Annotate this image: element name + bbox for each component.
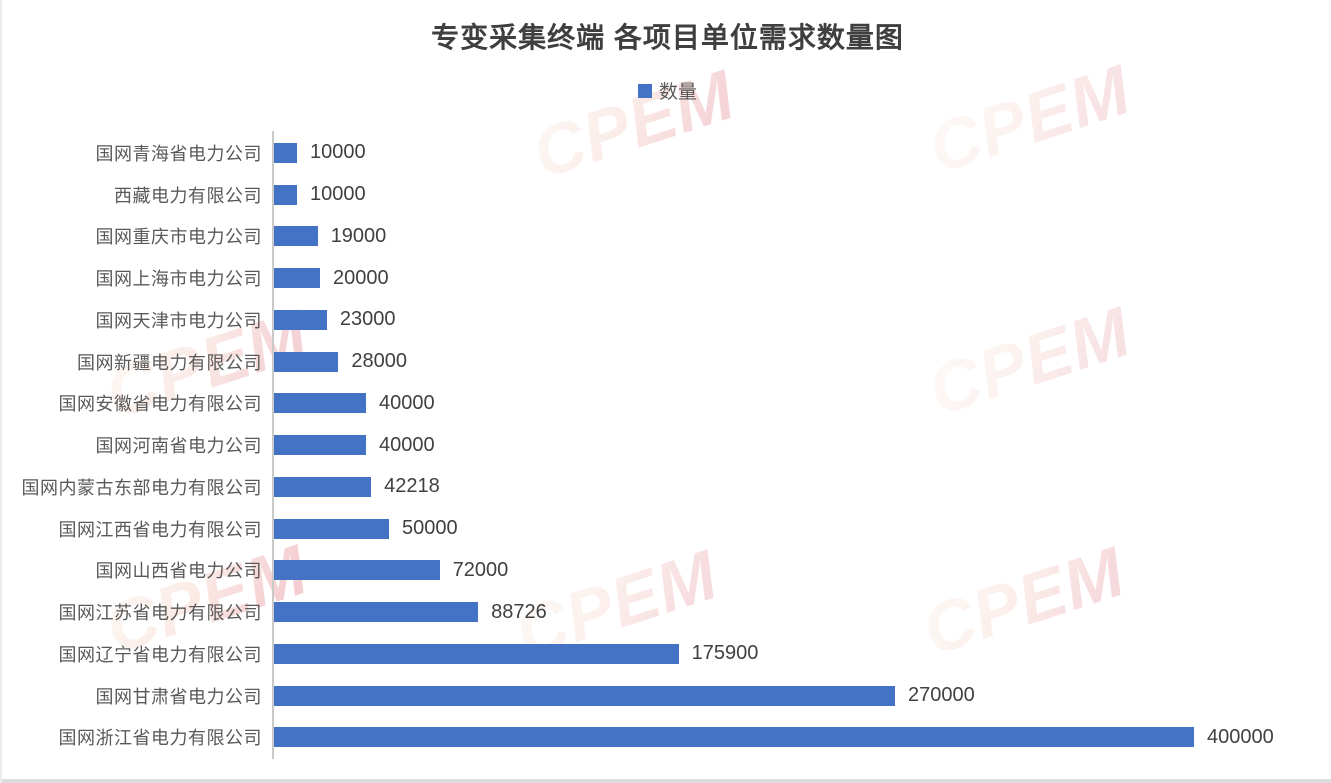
bar [274, 226, 318, 247]
category-label: 国网上海市电力公司 [95, 269, 262, 290]
bar [274, 560, 440, 581]
bar-row: 国网安徽省电力有限公司 40000 [2, 383, 1331, 425]
bar-rows: 国网青海省电力公司 10000 西藏电力有限公司 10000 国网重庆市电力公司 1900… [2, 132, 1331, 758]
category-label: 国网浙江省电力有限公司 [58, 728, 262, 749]
bar [274, 643, 679, 664]
value-label: 40000 [379, 391, 435, 414]
bar-zone: 40000 [274, 392, 1331, 415]
category-label: 国网内蒙古东部电力有限公司 [21, 477, 262, 498]
bar-row: 国网浙江省电力有限公司 400000 [2, 717, 1331, 759]
bar-row: 国网江西省电力有限公司 50000 [2, 508, 1331, 550]
category-label: 国网山西省电力公司 [95, 561, 262, 582]
value-label: 28000 [351, 350, 408, 373]
bottom-scrollbar-track [2, 779, 1331, 783]
value-label: 10000 [310, 183, 366, 206]
category-label: 国网江西省电力有限公司 [58, 519, 262, 540]
bar-zone: 50000 [274, 517, 1331, 540]
bar [274, 268, 320, 289]
category-label: 国网江苏省电力有限公司 [58, 603, 262, 624]
bar-row: 国网上海市电力公司 20000 [2, 257, 1331, 299]
value-label: 40000 [379, 433, 435, 456]
value-label: 10000 [310, 141, 366, 164]
bar-zone: 23000 [274, 308, 1331, 331]
bar-zone: 19000 [274, 225, 1331, 248]
value-label: 20000 [333, 266, 389, 289]
value-label: 50000 [402, 517, 458, 540]
bar-zone: 72000 [274, 559, 1331, 582]
bar-zone: 400000 [274, 726, 1331, 749]
value-label: 175900 [691, 642, 759, 665]
bar-row: 国网青海省电力公司 10000 [2, 132, 1331, 174]
y-axis-line [272, 131, 274, 759]
category-label: 国网重庆市电力公司 [95, 227, 262, 248]
category-label: 西藏电力有限公司 [114, 185, 262, 206]
bar [274, 393, 366, 414]
bar-zone: 28000 [274, 350, 1331, 373]
value-label: 19000 [330, 224, 387, 247]
value-label: 88726 [491, 600, 547, 623]
bar-row: 国网江苏省电力有限公司 88726 [2, 591, 1331, 633]
legend: 数量 [2, 77, 1331, 104]
bar-zone: 88726 [274, 601, 1331, 624]
bar-zone: 10000 [274, 141, 1331, 164]
category-label: 国网安徽省电力有限公司 [58, 394, 262, 415]
bar-row: 国网天津市电力公司 23000 [2, 299, 1331, 341]
bar-row: 国网河南省电力公司 40000 [2, 424, 1331, 466]
bar-zone: 20000 [274, 267, 1331, 290]
bar-row: 西藏电力有限公司 10000 [2, 174, 1331, 216]
category-label: 国网新疆电力有限公司 [77, 352, 262, 373]
bar [274, 435, 366, 456]
value-label: 400000 [1207, 725, 1274, 748]
chart-title: 专变采集终端 各项目单位需求数量图 [431, 22, 904, 53]
legend-label: 数量 [658, 82, 697, 103]
bar-zone: 270000 [274, 684, 1331, 707]
bar [274, 184, 297, 205]
bar-row: 国网内蒙古东部电力有限公司 42218 [2, 466, 1331, 508]
value-label: 72000 [452, 558, 509, 581]
bar-zone: 175900 [274, 642, 1331, 665]
bar-row: 国网辽宁省电力有限公司 175900 [2, 633, 1331, 675]
bar [274, 602, 479, 623]
bar-row: 国网山西省电力公司 72000 [2, 550, 1331, 592]
category-label: 国网河南省电力公司 [95, 436, 262, 457]
category-label: 国网辽宁省电力有限公司 [58, 644, 262, 665]
bar-row: 国网新疆电力有限公司 28000 [2, 341, 1331, 383]
bar [274, 351, 339, 372]
bar-zone: 42218 [274, 475, 1331, 498]
legend-swatch-icon [637, 83, 652, 98]
bar-row: 国网甘肃省电力公司 270000 [2, 675, 1331, 717]
bar-zone: 40000 [274, 434, 1331, 457]
bar [274, 685, 895, 706]
category-label: 国网甘肃省电力公司 [95, 686, 262, 707]
value-label: 270000 [908, 684, 975, 707]
value-label: 42218 [384, 475, 440, 498]
category-label: 国网青海省电力公司 [95, 143, 262, 164]
bar [274, 309, 327, 330]
bar-row: 国网重庆市电力公司 19000 [2, 216, 1331, 258]
bar [274, 476, 372, 497]
bar [274, 142, 297, 163]
bar [274, 727, 1194, 748]
bar [274, 518, 389, 539]
category-label: 国网天津市电力公司 [95, 310, 262, 331]
value-label: 23000 [339, 308, 396, 331]
bar-zone: 10000 [274, 183, 1331, 206]
